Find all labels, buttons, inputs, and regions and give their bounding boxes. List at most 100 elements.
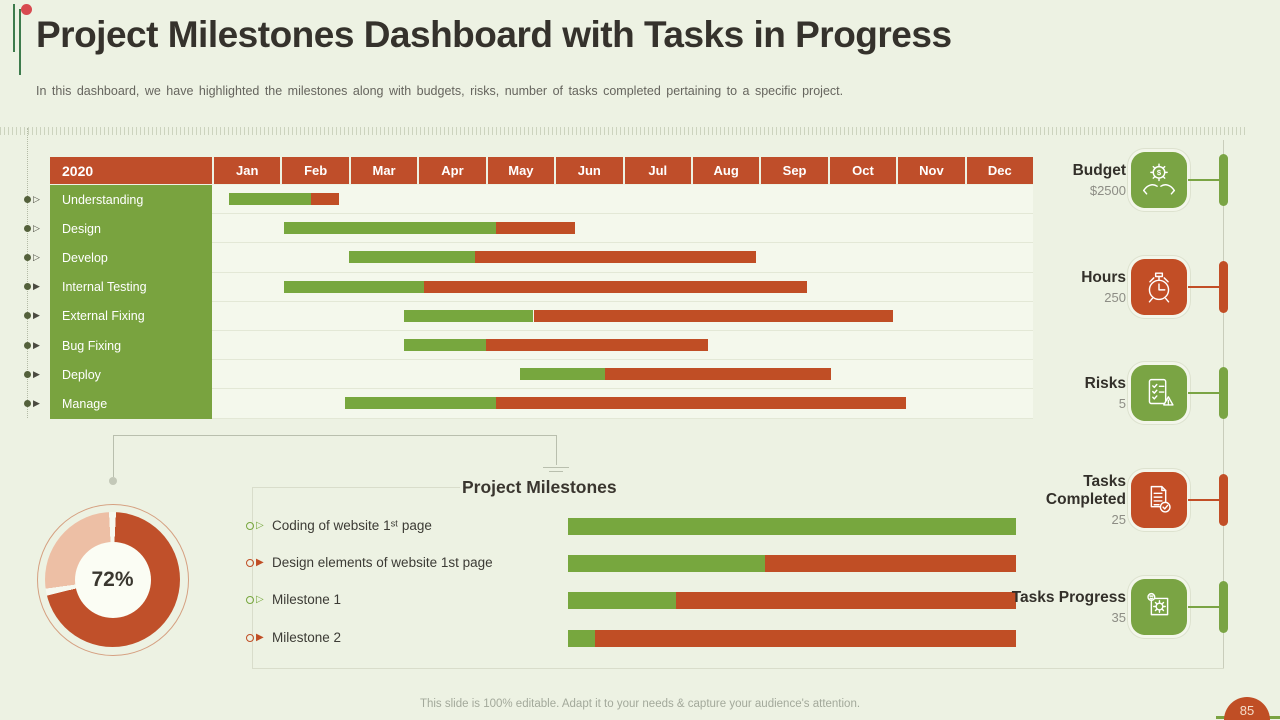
connector-tick: [543, 467, 569, 468]
connector-tick: [549, 471, 563, 472]
milestone-bullet: ▶: [246, 558, 264, 568]
milestone-bar-remaining: [765, 555, 1016, 572]
stat-connector: [1188, 286, 1221, 288]
bullet-triangle-icon: ▶: [33, 339, 40, 350]
gantt-month-cell: Apr: [419, 157, 486, 184]
ruler-strip: [0, 127, 1246, 135]
gantt-bar-remaining: [475, 251, 756, 264]
gantt-row: External Fixing: [50, 301, 1033, 331]
gantt-bar-complete: [348, 251, 476, 264]
milestone-progress-bar: [568, 630, 1016, 647]
milestone-progress-bar: [568, 592, 1016, 609]
gantt-row: Understanding: [50, 185, 1033, 215]
bullet-triangle-icon: ▶: [33, 398, 40, 408]
gantt-row-marker: ▶: [24, 311, 48, 320]
gantt-row-marker: ▷: [24, 193, 48, 204]
gantt-task-label: Develop: [50, 243, 212, 273]
milestone-bar-remaining: [594, 630, 1016, 647]
gantt-track: [212, 360, 1033, 390]
gantt-month-cell: Oct: [829, 157, 897, 184]
gantt-task-label: Deploy: [50, 360, 212, 390]
stat-value: $2500: [1089, 182, 1126, 198]
stat-label: Risks: [1084, 375, 1126, 393]
stat-label: Tasks Progress: [1011, 589, 1126, 607]
gantt-row-marker: ▶: [24, 368, 48, 379]
bullet-dot-icon: [24, 195, 31, 203]
bullet-triangle-icon: ▶: [256, 557, 264, 568]
milestone-bar-complete: [568, 518, 1016, 535]
gantt-task-label: Bug Fixing: [50, 330, 212, 361]
bullet-triangle-icon: ▷: [33, 193, 40, 204]
gantt-bar-complete: [229, 193, 312, 205]
bullet-triangle-icon: ▷: [256, 594, 264, 605]
gantt-header: 2020 Jan Feb Mar Apr May Jun Jul Aug Sep Oct Nov Dec: [50, 157, 1034, 184]
stat-value: 250: [1104, 289, 1126, 305]
bullet-dot-icon: [24, 254, 31, 261]
stat-tasks-progress: Tasks Progress 35: [1000, 589, 1126, 625]
milestone-item-label: Coding of website 1ˢᵗ page: [272, 518, 432, 533]
stat-connector: [1188, 179, 1221, 181]
milestones-panel-border: [252, 487, 253, 668]
gantt-bar-complete: [283, 222, 496, 235]
gantt-month-cell: Dec: [966, 157, 1034, 184]
subtitle: In this dashboard, we have highlighted t…: [36, 84, 844, 98]
gantt-marker-rail: [27, 128, 28, 418]
gantt-month-cell: Feb: [282, 157, 349, 184]
bullet-dot-icon: [24, 283, 31, 291]
gantt-row: Design: [50, 214, 1033, 244]
gantt-bar-complete: [519, 368, 606, 381]
stat-rail-capsule: [1219, 581, 1228, 633]
stat-label: Tasks Completed: [1045, 473, 1126, 508]
gantt-task-label: External Fixing: [50, 301, 212, 331]
gantt-row-marker: ▷: [24, 253, 48, 262]
milestones-panel-border: [252, 487, 460, 488]
footer-note: This slide is 100% editable. Adapt it to…: [419, 698, 861, 710]
bullet-triangle-icon: ▶: [33, 368, 40, 379]
milestone-item-label: Milestone 1: [272, 592, 342, 607]
connector-line-right-drop: [556, 435, 557, 465]
gantt-body: Understanding Design Develop Internal Testi…: [50, 185, 1033, 419]
gantt-track: [212, 301, 1033, 331]
connector-line-left-drop: [113, 435, 114, 477]
milestones-panel-border: [252, 668, 1224, 669]
gantt-month-cell: Jul: [624, 157, 691, 184]
milestone-bullet: ▷: [246, 595, 264, 605]
gantt-bar-remaining: [605, 368, 832, 381]
title-accent-line: [13, 4, 15, 52]
gantt-month-cell: Jun: [556, 157, 623, 184]
donut-outer-ring: [37, 504, 189, 656]
gantt-bar-complete: [403, 309, 534, 322]
gantt-chart: 2020 Jan Feb Mar Apr May Jun Jul Aug Sep Oct Nov Dec…: [50, 157, 1034, 419]
page-number-badge: 85: [1224, 697, 1270, 720]
milestone-bar-remaining: [675, 592, 1016, 609]
gantt-row-marker: ▶: [24, 339, 48, 350]
stat-value: 5: [1118, 395, 1126, 411]
stat-label: Hours: [1081, 269, 1126, 287]
bullet-dot-icon: [24, 341, 31, 349]
milestone-item-label: Design elements of website 1st page: [272, 555, 493, 570]
stat-connector: [1188, 606, 1221, 608]
stat-rail-capsule: [1219, 367, 1228, 419]
milestone-bullet: ▶: [246, 633, 264, 643]
svg-text:$: $: [1157, 168, 1162, 177]
gantt-bar-remaining: [424, 280, 808, 293]
gantt-month-cell: Sep: [761, 157, 828, 184]
bullet-dot-icon: [24, 400, 31, 407]
gantt-bar-remaining: [485, 338, 708, 351]
stat-value: 25: [1111, 511, 1126, 527]
connector-line-horizontal: [113, 435, 557, 436]
gantt-track: [212, 330, 1033, 361]
gantt-row-marker: ▶: [24, 282, 48, 291]
bullet-triangle-icon: ▷: [33, 252, 40, 262]
gantt-bar-remaining: [495, 397, 907, 410]
milestone-bar-complete: [568, 555, 766, 572]
red-dot-decoration: [21, 4, 32, 15]
tasks-progress-gear-icon: [1131, 579, 1187, 635]
gantt-month-cell: Nov: [898, 157, 965, 184]
milestone-progress-bar: [568, 555, 1016, 572]
gantt-row-marker: ▶: [24, 399, 48, 408]
gantt-month-cell: Aug: [692, 157, 760, 184]
stat-connector: [1188, 499, 1221, 501]
gantt-bar-remaining: [533, 309, 893, 322]
